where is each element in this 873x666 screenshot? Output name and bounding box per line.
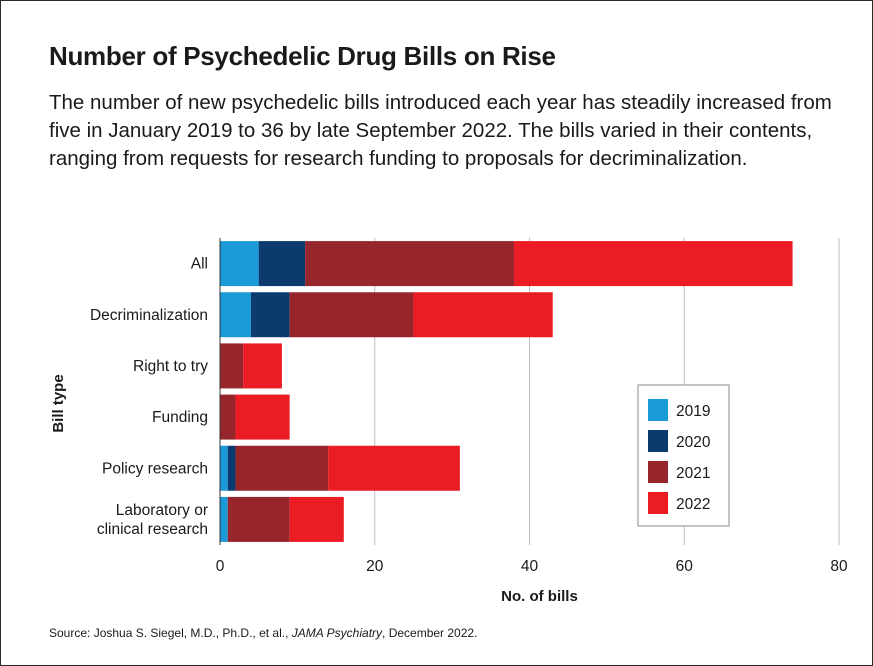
bars xyxy=(220,241,793,542)
chart-subtitle: The number of new psychedelic bills intr… xyxy=(49,91,832,170)
legend-swatch-2019 xyxy=(648,399,668,421)
legend-swatch-2022 xyxy=(648,492,668,514)
legend-label: 2019 xyxy=(676,403,710,420)
bar-segment-2020 xyxy=(258,241,306,287)
chart-title: Number of Psychedelic Drug Bills on Rise xyxy=(49,41,556,71)
x-axis-label: No. of bills xyxy=(501,588,578,605)
bar-segment-2019 xyxy=(220,445,228,491)
bar-segment-2022 xyxy=(514,241,793,287)
x-tick-label: 40 xyxy=(521,558,539,575)
legend-swatch-2021 xyxy=(648,461,668,483)
category-label: Decriminalization xyxy=(90,307,208,324)
category-labels: All Decriminalization Right to try Funding P… xyxy=(90,256,208,538)
bar-segment-2021 xyxy=(220,394,236,440)
source-suffix: , December 2022. xyxy=(382,626,478,640)
bar-segment-2019 xyxy=(220,496,228,542)
bar-segment-2021 xyxy=(305,241,515,287)
category-label: clinical research xyxy=(97,521,208,538)
stacked-bar-chart: All Decriminalization Right to try Funding P… xyxy=(50,238,848,605)
source-note: Source: Joshua S. Siegel, M.D., Ph.D., e… xyxy=(49,626,477,640)
bar-segment-2022 xyxy=(235,394,290,440)
bar-segment-2021 xyxy=(227,496,290,542)
source-prefix: Source: Joshua S. Siegel, M.D., Ph.D., e… xyxy=(49,626,292,640)
x-tick-label: 80 xyxy=(830,558,848,575)
legend-swatch-2020 xyxy=(648,430,668,452)
bar-segment-2021 xyxy=(289,292,414,338)
source-journal: JAMA Psychiatry xyxy=(291,626,383,640)
category-label: Laboratory or xyxy=(116,502,208,519)
x-tick-label: 0 xyxy=(216,558,225,575)
bar-segment-2022 xyxy=(243,343,282,389)
legend-label: 2022 xyxy=(676,496,710,513)
bar-segment-2022 xyxy=(328,445,460,491)
bar-segment-2019 xyxy=(220,241,259,287)
tick-labels: 0 20 40 60 80 xyxy=(216,558,848,575)
legend-label: 2020 xyxy=(676,434,711,451)
x-tick-label: 60 xyxy=(676,558,694,575)
bar-segment-2022 xyxy=(289,496,344,542)
bar-segment-2020 xyxy=(227,445,236,491)
y-axis-label: Bill type xyxy=(50,374,67,432)
legend: 2019 2020 2021 2022 xyxy=(637,384,730,527)
bar-segment-2021 xyxy=(220,343,244,389)
category-label: All xyxy=(191,256,208,273)
category-label: Right to try xyxy=(133,358,208,375)
category-label: Policy research xyxy=(102,460,208,477)
bar-segment-2022 xyxy=(413,292,553,338)
bar-segment-2020 xyxy=(250,292,290,338)
category-label: Funding xyxy=(152,409,208,426)
bar-segment-2021 xyxy=(235,445,329,491)
legend-label: 2021 xyxy=(676,465,710,482)
bar-segment-2019 xyxy=(220,292,251,338)
x-tick-label: 20 xyxy=(366,558,384,575)
